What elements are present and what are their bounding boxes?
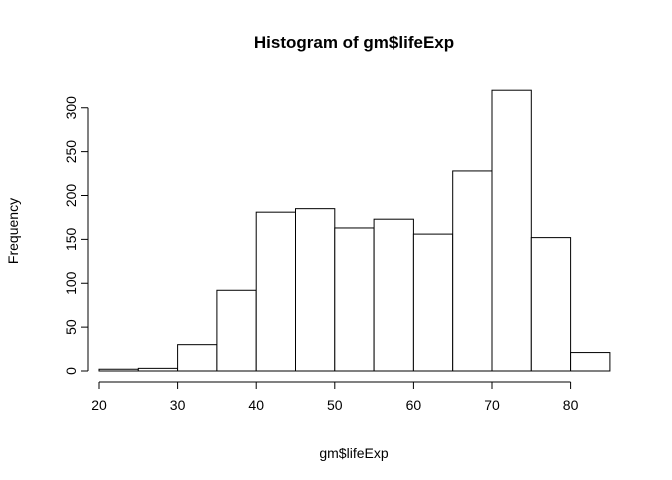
histogram-bar [491,89,532,372]
histogram-bar [334,227,375,372]
y-axis-label: Frequency [5,198,21,264]
histogram-bar [137,367,179,372]
histogram-bar [255,211,297,372]
x-axis-label: gm$lifeExp [319,445,388,461]
y-tick-label: 300 [63,96,79,120]
bars-group [98,89,611,372]
histogram-bar [216,289,257,372]
y-tick-label: 100 [63,271,79,295]
y-tick-label: 0 [63,367,79,375]
x-tick-label: 40 [248,397,264,413]
y-tick-label: 200 [63,184,79,208]
histogram-bar [295,208,336,372]
y-tick-label: 250 [63,140,79,164]
x-tick-label: 70 [484,397,500,413]
x-axis: 20 30 40 50 60 70 80 [91,381,579,413]
histogram-bar [570,352,611,372]
y-tick-label: 50 [63,319,79,335]
histogram-bar [530,237,572,372]
histogram-bar [98,368,139,372]
x-tick-label: 60 [406,397,422,413]
x-tick-label: 20 [91,397,107,413]
x-tick-label: 30 [170,397,186,413]
x-tick-label: 50 [327,397,343,413]
histogram-bar [452,170,493,372]
histogram-bar [412,233,454,372]
y-tick-label: 150 [63,227,79,251]
y-axis: 0 50 100 150 200 250 300 [63,96,89,375]
x-tick-label: 80 [563,397,579,413]
chart-title: Histogram of gm$lifeExp [254,33,454,52]
histogram-bar [373,218,414,372]
histogram-bar [177,344,218,372]
